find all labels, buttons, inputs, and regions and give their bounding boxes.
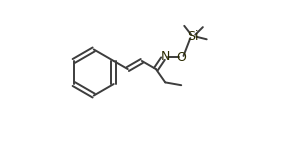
Text: O: O bbox=[176, 51, 186, 64]
Text: N: N bbox=[160, 50, 170, 63]
Text: Si: Si bbox=[188, 30, 199, 43]
